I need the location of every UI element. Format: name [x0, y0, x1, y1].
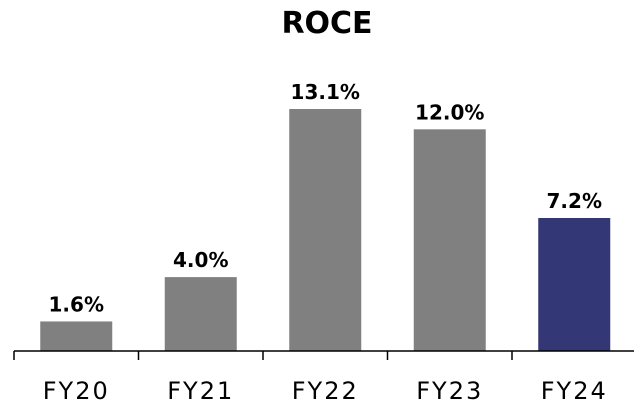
tick-label-fy22: FY22: [292, 377, 359, 405]
value-label-fy20: 1.6%: [49, 292, 104, 316]
bar-fy20: [40, 321, 113, 351]
bars-group: [40, 109, 611, 351]
tick-label-fy23: FY23: [416, 377, 483, 405]
bar-fy22: [289, 109, 362, 351]
x-axis-ticks-group: [13, 351, 513, 360]
bar-fy23: [413, 129, 486, 351]
value-label-fy24: 7.2%: [547, 189, 602, 213]
tick-label-fy21: FY21: [167, 377, 234, 405]
value-labels-group: 1.6% 4.0% 13.1% 12.0% 7.2%: [49, 80, 602, 316]
chart-title: ROCE: [281, 6, 372, 41]
value-label-fy22: 13.1%: [291, 80, 360, 104]
value-label-fy21: 4.0%: [173, 248, 228, 272]
value-label-fy23: 12.0%: [415, 100, 484, 124]
x-axis-tick-labels-group: FY20 FY21 FY22 FY23 FY24: [43, 377, 608, 405]
tick-label-fy24: FY24: [541, 377, 608, 405]
bar-fy24: [538, 217, 611, 351]
bar-fy21: [164, 277, 237, 351]
tick-label-fy20: FY20: [43, 377, 110, 405]
